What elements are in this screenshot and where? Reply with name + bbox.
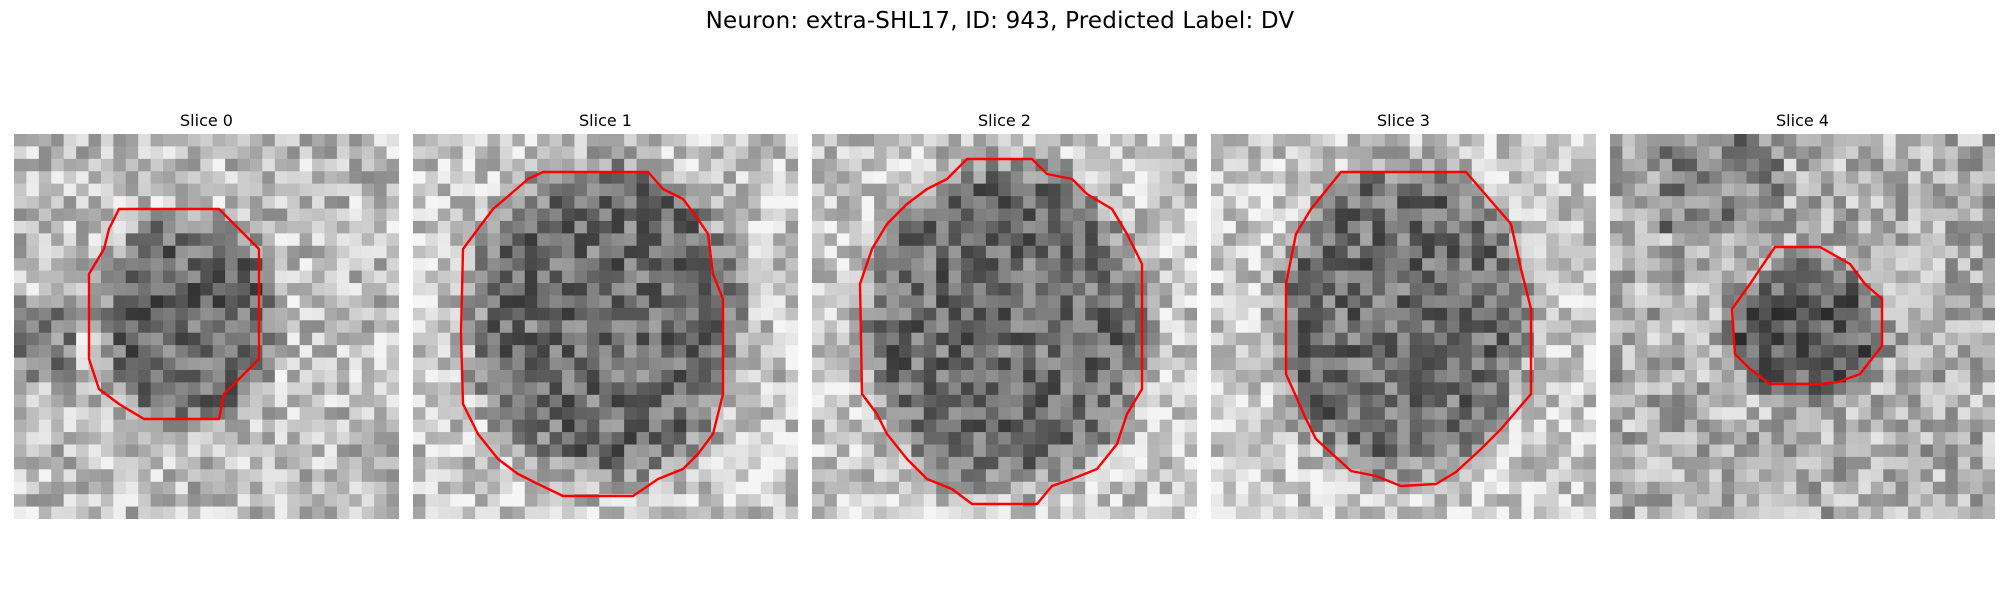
panel-title: Slice 4	[1776, 111, 1829, 130]
roi-contour	[87, 207, 261, 421]
panel-slice-4: Slice 4	[1610, 108, 1995, 519]
figure-title: Neuron: extra-SHL17, ID: 943, Predicted …	[705, 8, 1295, 34]
slice-image-2	[812, 134, 1197, 519]
roi-contour	[1284, 170, 1533, 488]
panel-title: Slice 3	[1377, 111, 1430, 130]
panel-title: Slice 1	[579, 111, 632, 130]
panel-title: Slice 2	[978, 111, 1031, 130]
slice-image-1	[413, 134, 798, 519]
slice-image-4	[1610, 134, 1995, 519]
panel-slice-3: Slice 3	[1211, 108, 1596, 519]
roi-contour	[459, 170, 725, 498]
roi-contour	[858, 157, 1144, 506]
panel-slice-0: Slice 0	[14, 108, 399, 519]
slice-image-0	[14, 134, 399, 519]
panel-slice-2: Slice 2	[812, 108, 1197, 519]
roi-contour	[1730, 245, 1884, 386]
panel-slice-1: Slice 1	[413, 108, 798, 519]
slice-image-3	[1211, 134, 1596, 519]
panel-title: Slice 0	[180, 111, 233, 130]
